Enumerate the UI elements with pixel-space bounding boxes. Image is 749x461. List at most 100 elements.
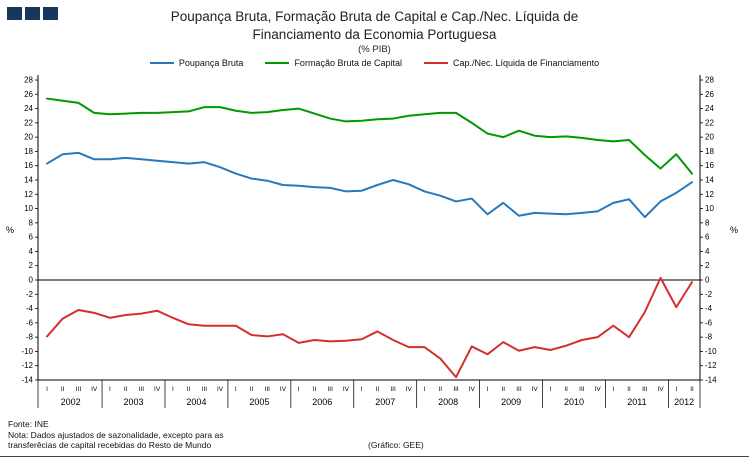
svg-text:II: II bbox=[187, 386, 191, 393]
svg-text:I: I bbox=[109, 386, 111, 393]
svg-text:III: III bbox=[516, 386, 522, 393]
svg-text:22: 22 bbox=[24, 118, 33, 127]
svg-text:18: 18 bbox=[705, 147, 714, 156]
logo-square-2 bbox=[25, 7, 40, 20]
svg-text:12: 12 bbox=[24, 190, 33, 199]
legend-item-formacao-bruta-capital: Formação Bruta de Capital bbox=[265, 58, 402, 68]
svg-text:-8: -8 bbox=[705, 333, 713, 342]
svg-text:III: III bbox=[579, 386, 585, 393]
svg-text:III: III bbox=[327, 386, 333, 393]
svg-text:-12: -12 bbox=[21, 361, 33, 370]
svg-text:I: I bbox=[46, 386, 48, 393]
svg-text:II: II bbox=[501, 386, 505, 393]
svg-text:14: 14 bbox=[705, 176, 714, 185]
line-chart: -14 -14 -12 -12 -10 -10 -8 -8 -6 -6 -4 -4 -2 -2 0 0 2 2 4 4… bbox=[0, 72, 749, 417]
svg-text:I: I bbox=[612, 386, 614, 393]
svg-text:III: III bbox=[642, 386, 648, 393]
svg-text:0: 0 bbox=[705, 276, 710, 285]
svg-text:-6: -6 bbox=[26, 318, 34, 327]
svg-text:III: III bbox=[390, 386, 396, 393]
svg-text:III: III bbox=[265, 386, 271, 393]
three-squares-logo bbox=[7, 7, 58, 20]
svg-text:20: 20 bbox=[24, 133, 33, 142]
svg-text:4: 4 bbox=[705, 247, 710, 256]
svg-text:2010: 2010 bbox=[564, 397, 584, 407]
svg-text:2005: 2005 bbox=[249, 397, 269, 407]
svg-text:2008: 2008 bbox=[438, 397, 458, 407]
svg-text:2011: 2011 bbox=[627, 397, 646, 407]
svg-text:0: 0 bbox=[29, 276, 34, 285]
svg-text:6: 6 bbox=[705, 233, 710, 242]
chart-title-block: Poupança Bruta, Formação Bruta de Capita… bbox=[0, 8, 749, 56]
svg-text:IV: IV bbox=[217, 386, 224, 393]
svg-text:I: I bbox=[361, 386, 363, 393]
legend-key-line-blue bbox=[149, 62, 174, 64]
svg-text:I: I bbox=[675, 386, 677, 393]
svg-text:10: 10 bbox=[705, 204, 714, 213]
svg-text:-2: -2 bbox=[705, 290, 713, 299]
svg-text:28: 28 bbox=[24, 76, 33, 85]
svg-text:III: III bbox=[139, 386, 145, 393]
svg-text:II: II bbox=[438, 386, 442, 393]
svg-text:IV: IV bbox=[469, 386, 476, 393]
logo-square-1 bbox=[7, 7, 22, 20]
svg-text:12: 12 bbox=[705, 190, 714, 199]
svg-text:II: II bbox=[250, 386, 254, 393]
line-chart-canvas: -14 -14-12 -12-10 -10-8 -8-6 -6-4 -4-2 -20 02 24 4… bbox=[6, 75, 738, 408]
svg-text:%: % bbox=[6, 225, 14, 235]
svg-text:2006: 2006 bbox=[312, 397, 332, 407]
note-line-1: Nota: Dados ajustados de sazonalidade, e… bbox=[8, 429, 224, 440]
logo-square-3 bbox=[43, 7, 58, 20]
svg-text:-12: -12 bbox=[705, 361, 717, 370]
legend-key-line-red bbox=[424, 62, 448, 64]
chart-subtitle: (% PIB) bbox=[358, 44, 391, 55]
svg-text:II: II bbox=[564, 386, 568, 393]
svg-text:8: 8 bbox=[29, 218, 34, 227]
svg-text:II: II bbox=[124, 386, 128, 393]
svg-text:2003: 2003 bbox=[124, 397, 144, 407]
chart-footnote: Fonte: INE Nota: Dados ajustados de sazo… bbox=[8, 419, 223, 451]
svg-text:I: I bbox=[424, 386, 426, 393]
svg-text:22: 22 bbox=[705, 118, 714, 127]
bottom-divider bbox=[0, 456, 749, 457]
chart-title-line-1: Poupança Bruta, Formação Bruta de Capita… bbox=[170, 9, 579, 24]
credit-note: (Gráfico: GEE) bbox=[368, 440, 424, 450]
svg-text:IV: IV bbox=[595, 386, 602, 393]
svg-text:16: 16 bbox=[705, 161, 714, 170]
svg-text:18: 18 bbox=[24, 147, 33, 156]
source-note: Fonte: INE bbox=[8, 419, 49, 429]
svg-text:10: 10 bbox=[24, 204, 33, 213]
svg-text:2007: 2007 bbox=[375, 397, 395, 407]
svg-text:IV: IV bbox=[657, 386, 664, 393]
svg-text:I: I bbox=[298, 386, 300, 393]
svg-text:16: 16 bbox=[24, 161, 33, 170]
svg-text:I: I bbox=[235, 386, 237, 393]
svg-text:III: III bbox=[76, 386, 82, 393]
svg-text:IV: IV bbox=[91, 386, 98, 393]
svg-text:IV: IV bbox=[280, 386, 287, 393]
svg-text:14: 14 bbox=[24, 176, 33, 185]
svg-text:2002: 2002 bbox=[61, 397, 81, 407]
svg-text:I: I bbox=[172, 386, 174, 393]
chart-legend: Poupança Bruta Formação Bruta de Capital… bbox=[0, 58, 749, 68]
svg-text:26: 26 bbox=[705, 90, 714, 99]
legend-key-line-green bbox=[265, 62, 290, 64]
svg-text:26: 26 bbox=[24, 90, 33, 99]
svg-text:II: II bbox=[627, 386, 631, 393]
svg-text:II: II bbox=[690, 386, 694, 393]
svg-text:20: 20 bbox=[705, 133, 714, 142]
legend-item-poupanca-bruta: Poupança Bruta bbox=[149, 58, 243, 68]
svg-text:-10: -10 bbox=[21, 347, 33, 356]
svg-text:-4: -4 bbox=[26, 304, 34, 313]
note-line-2: transferêcias de capital recebidas do Re… bbox=[8, 440, 212, 450]
svg-text:2: 2 bbox=[705, 261, 710, 270]
svg-text:I: I bbox=[550, 386, 552, 393]
svg-text:4: 4 bbox=[29, 247, 34, 256]
svg-text:III: III bbox=[202, 386, 208, 393]
svg-text:IV: IV bbox=[343, 386, 350, 393]
chart-title-line-2: Financiamento da Economia Portuguesa bbox=[252, 27, 497, 42]
svg-text:24: 24 bbox=[705, 104, 714, 113]
svg-text:IV: IV bbox=[532, 386, 539, 393]
svg-text:2: 2 bbox=[29, 261, 34, 270]
svg-text:2012: 2012 bbox=[674, 397, 694, 407]
